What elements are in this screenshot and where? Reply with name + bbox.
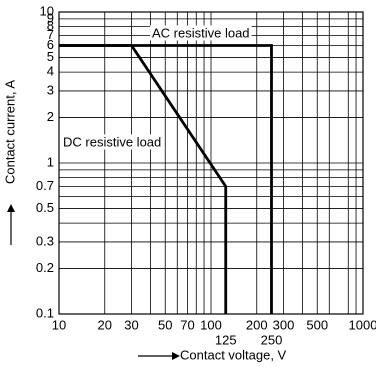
series-label-bg	[61, 134, 164, 150]
x-tick-label: 70	[180, 317, 194, 332]
x-tick-label: 20	[98, 317, 112, 332]
x-tick-label: 30	[124, 317, 138, 332]
y-tick-label: 0.5	[36, 200, 54, 215]
x-axis-label: Contact voltage, V	[180, 347, 287, 362]
y-tick-label: 0.1	[36, 305, 54, 320]
y-tick-label: 4	[47, 64, 54, 79]
x-tick-label: 1000	[349, 317, 376, 332]
x-tick-label: 125	[215, 332, 237, 347]
x-tick-label: 100	[200, 317, 222, 332]
y-tick-label: 7	[47, 27, 54, 42]
plot-frame	[58, 11, 364, 315]
series-label: AC resistive load	[152, 25, 250, 40]
series-line	[59, 44, 228, 314]
y-tick-label: 0.3	[36, 233, 54, 248]
y-tick-label: 2	[47, 109, 54, 124]
y-tick-label: 10	[40, 3, 54, 18]
y-tick-label: 0.2	[36, 260, 54, 275]
x-tick-label: 300	[273, 317, 295, 332]
x-tick-label: 10	[52, 317, 66, 332]
y-tick-label: 0.7	[36, 178, 54, 193]
y-tick-label: 5	[47, 49, 54, 64]
x-tick-label: 500	[306, 317, 328, 332]
y-tick-label: 3	[47, 82, 54, 97]
y-axis-label: Contact current, A	[2, 80, 17, 184]
x-tick-label: 250	[261, 332, 283, 347]
x-axis-arrow-head	[172, 352, 180, 360]
x-tick-label: 200	[246, 317, 268, 332]
series-label-bg	[150, 25, 252, 41]
series-label: DC resistive load	[63, 134, 161, 149]
y-tick-label: 8	[47, 18, 54, 33]
x-tick-label: 50	[158, 317, 172, 332]
y-tick-label: 1	[47, 154, 54, 169]
y-tick-label: 6	[47, 37, 54, 52]
y-tick-label: 9	[47, 10, 54, 25]
y-axis-arrow-head	[7, 204, 15, 212]
